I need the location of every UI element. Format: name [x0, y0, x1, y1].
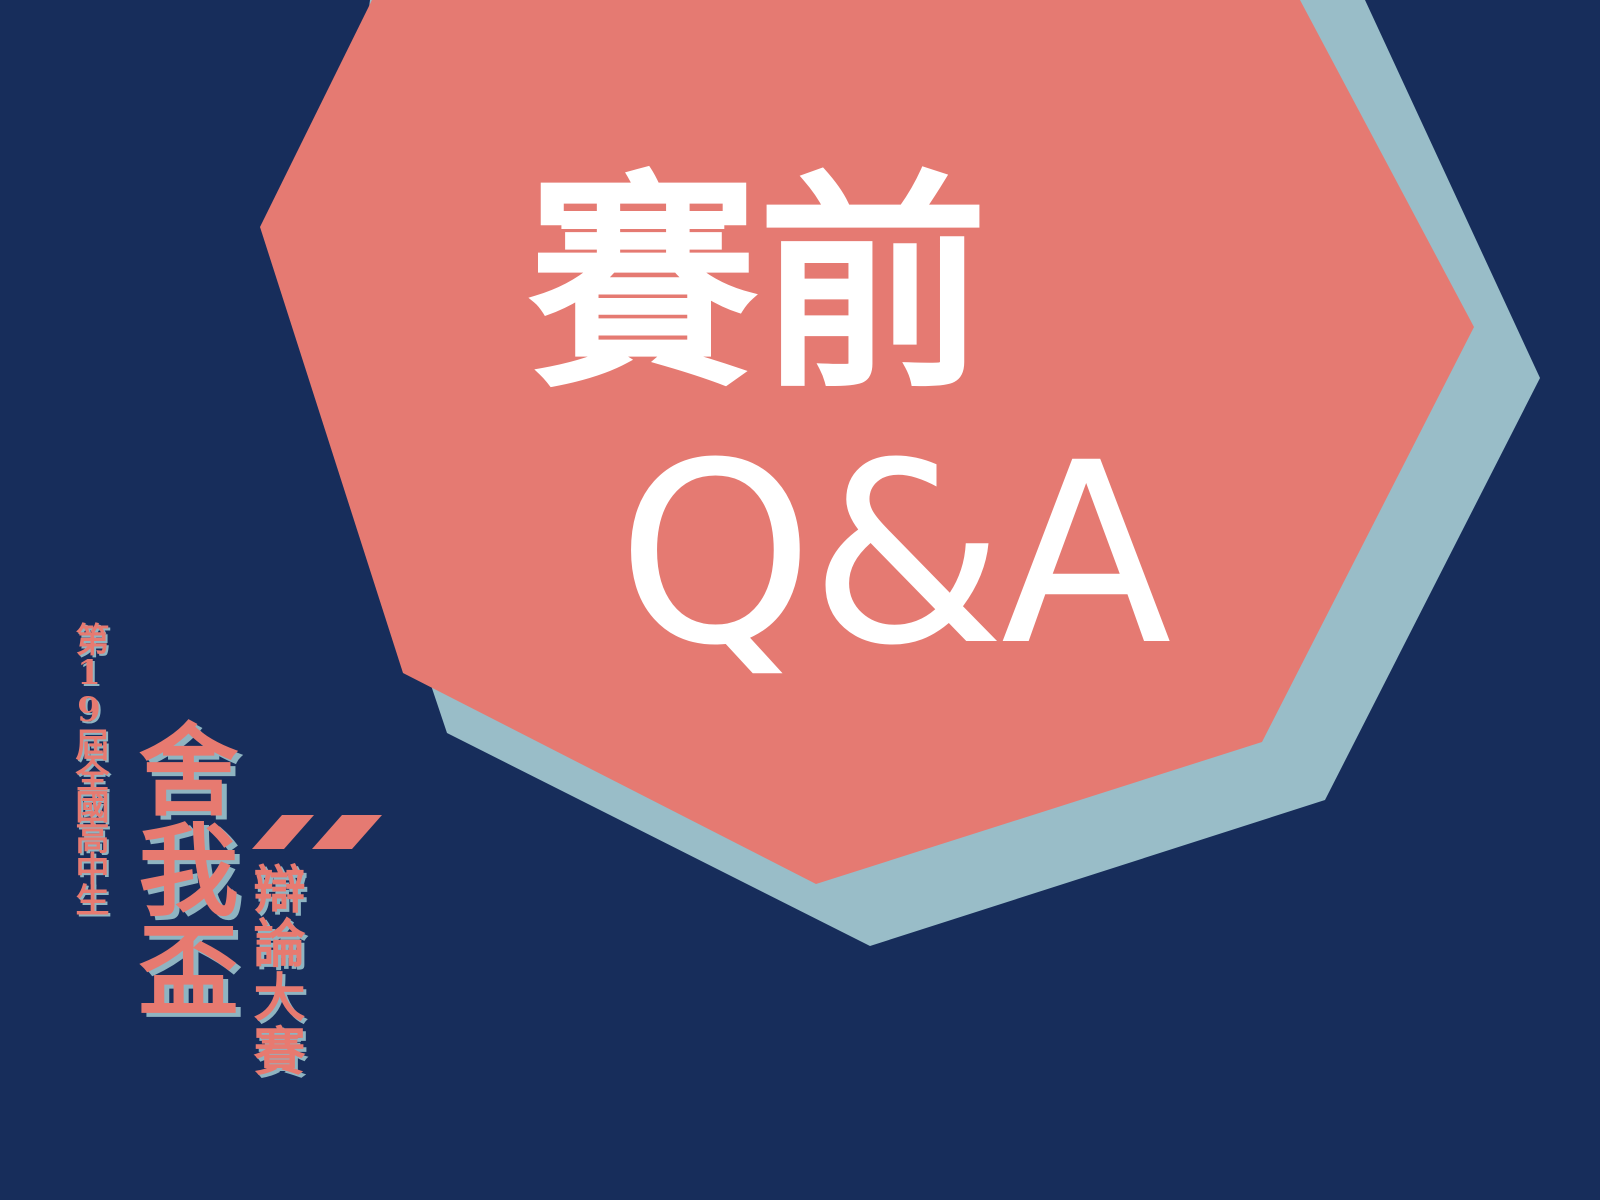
quote-mark-icon — [252, 815, 382, 849]
headline-qa: Q&A — [617, 409, 1172, 700]
event-subtitle: 辯論大賽 — [244, 862, 305, 1078]
coral-polygon — [260, 0, 1474, 884]
brand-name: 舍我盃 — [121, 718, 239, 1018]
headline-title: 賽前 — [528, 153, 989, 420]
edition-label: 第19屆全國高中生 — [69, 622, 109, 913]
